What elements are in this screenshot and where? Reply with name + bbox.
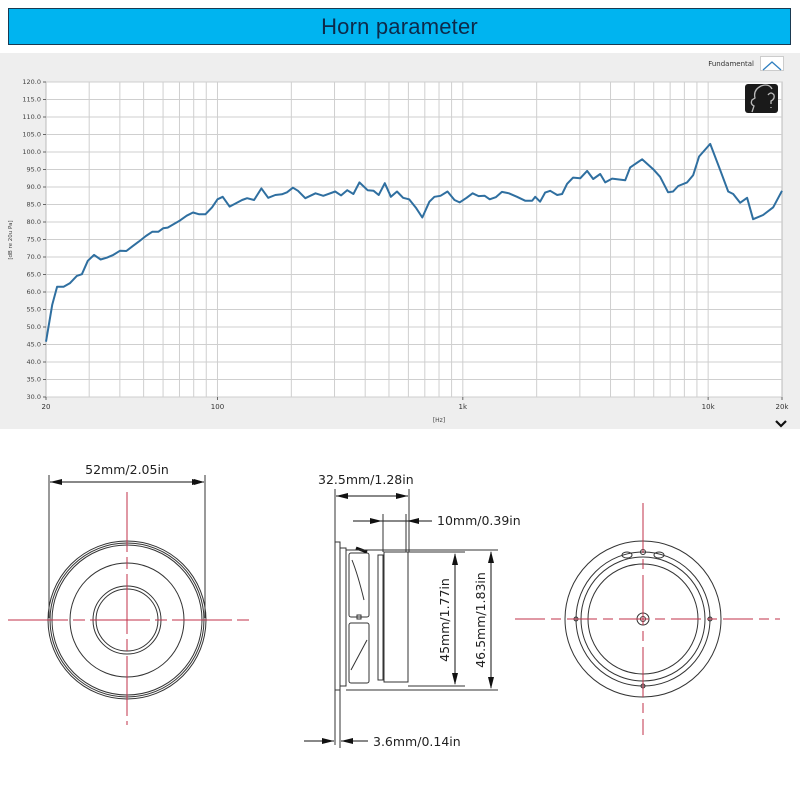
y-tick-label: 70.0 xyxy=(27,253,41,261)
y-tick-label: 75.0 xyxy=(27,236,41,244)
dimension-drawing: 52mm/2.05in 32.5mm/1.28in 10mm/0.39in xyxy=(8,462,780,749)
front-width-label: 52mm/2.05in xyxy=(85,462,169,477)
inner-height-label: 45mm/1.77in xyxy=(437,578,452,662)
x-tick-label: 20 xyxy=(42,403,51,411)
x-tick-label: 20k xyxy=(776,403,790,411)
y-tick-label: 40.0 xyxy=(27,358,41,366)
y-tick-label: 65.0 xyxy=(27,271,41,279)
side-view: 32.5mm/1.28in 10mm/0.39in 45mm xyxy=(304,472,521,749)
legend-label: Fundamental xyxy=(708,59,754,68)
x-tick-label: 100 xyxy=(211,403,224,411)
y-tick-label: 85.0 xyxy=(27,201,41,209)
y-tick-label: 60.0 xyxy=(27,288,41,296)
y-tick-label: 80.0 xyxy=(27,218,41,226)
flange-thickness-label: 3.6mm/0.14in xyxy=(373,734,461,749)
y-tick-label: 90.0 xyxy=(27,183,41,191)
y-axis-label: [dB re 20u Pa] xyxy=(8,220,14,259)
y-tick-label: 95.0 xyxy=(27,166,41,174)
y-tick-label: 110.0 xyxy=(22,113,41,121)
y-tick-label: 30.0 xyxy=(27,393,41,401)
y-tick-label: 35.0 xyxy=(27,376,41,384)
x-tick-label: 1k xyxy=(459,403,468,411)
frequency-response-chart: 30.0 35.0 40.0 45.0 50.0 55.0 60.0 65.0 70.0 75.0… xyxy=(0,53,800,429)
outer-height-label: 46.5mm/1.83in xyxy=(473,572,488,668)
y-tick-label: 50.0 xyxy=(27,323,41,331)
chevron-down-icon[interactable] xyxy=(774,415,788,428)
title-banner: Horn parameter xyxy=(8,8,791,45)
x-axis-label: [Hz] xyxy=(433,417,445,424)
y-tick-label: 120.0 xyxy=(22,78,41,86)
y-tick-label: 100.0 xyxy=(22,148,41,156)
chart-plot: 30.0 35.0 40.0 45.0 50.0 55.0 60.0 65.0 70.0 75.0… xyxy=(8,78,790,424)
series-line xyxy=(45,142,783,342)
legend[interactable]: Fundamental xyxy=(708,56,784,71)
rear-view xyxy=(515,503,780,735)
front-view: 52mm/2.05in xyxy=(8,462,252,725)
y-tick-label: 115.0 xyxy=(22,96,41,104)
legend-line-icon[interactable] xyxy=(760,56,784,71)
y-tick-label: 55.0 xyxy=(27,306,41,314)
y-tick-label: 45.0 xyxy=(27,341,41,349)
page-title: Horn parameter xyxy=(321,13,478,39)
listener-head-icon[interactable] xyxy=(745,84,778,113)
x-tick-label: 10k xyxy=(702,403,716,411)
side-depth-label: 32.5mm/1.28in xyxy=(318,472,414,487)
side-magnet-label: 10mm/0.39in xyxy=(437,513,521,528)
y-tick-label: 105.0 xyxy=(22,131,41,139)
